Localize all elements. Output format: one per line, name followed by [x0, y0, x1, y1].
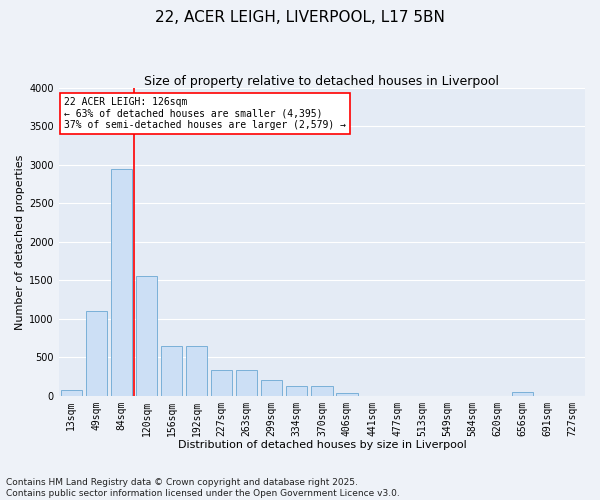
Bar — [286, 386, 307, 396]
Bar — [512, 392, 533, 396]
Bar — [161, 346, 182, 396]
Bar — [336, 394, 358, 396]
Bar — [86, 311, 107, 396]
Bar — [311, 386, 332, 396]
Bar — [261, 380, 283, 396]
Text: 22 ACER LEIGH: 126sqm
← 63% of detached houses are smaller (4,395)
37% of semi-d: 22 ACER LEIGH: 126sqm ← 63% of detached … — [64, 97, 346, 130]
Bar — [111, 169, 132, 396]
Title: Size of property relative to detached houses in Liverpool: Size of property relative to detached ho… — [145, 75, 499, 88]
Bar — [236, 370, 257, 396]
Bar — [211, 370, 232, 396]
X-axis label: Distribution of detached houses by size in Liverpool: Distribution of detached houses by size … — [178, 440, 466, 450]
Text: Contains HM Land Registry data © Crown copyright and database right 2025.
Contai: Contains HM Land Registry data © Crown c… — [6, 478, 400, 498]
Y-axis label: Number of detached properties: Number of detached properties — [15, 154, 25, 330]
Text: 22, ACER LEIGH, LIVERPOOL, L17 5BN: 22, ACER LEIGH, LIVERPOOL, L17 5BN — [155, 10, 445, 25]
Bar — [186, 346, 207, 396]
Bar — [136, 276, 157, 396]
Bar — [61, 390, 82, 396]
